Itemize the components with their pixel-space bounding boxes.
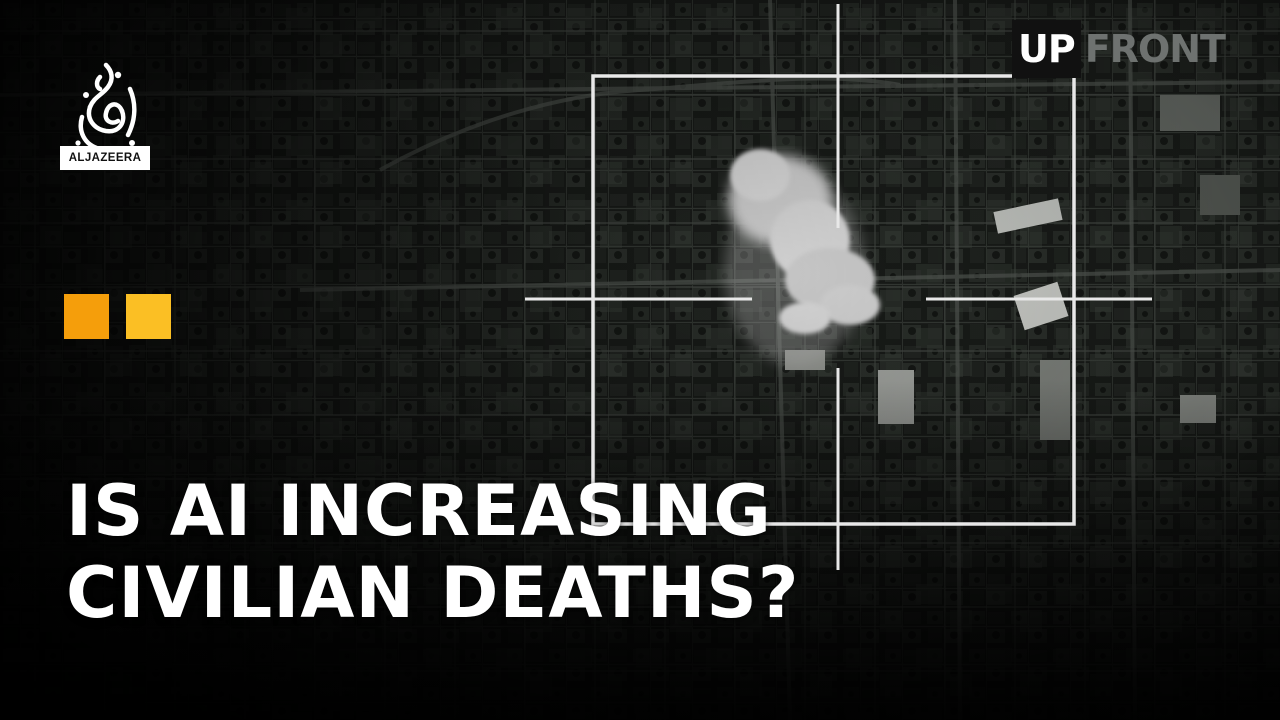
al-jazeera-wordmark: ALJAZEERA (60, 146, 150, 170)
target-crosshair (525, 4, 1152, 570)
upfront-badge: UP FRONT (1012, 20, 1226, 78)
headline-line-2: CIVILIAN DEATHS? (66, 552, 800, 634)
headline: IS AI INCREASING CIVILIAN DEATHS? (66, 470, 799, 634)
orange-square-right (126, 294, 171, 339)
badge-up: UP (1012, 20, 1081, 78)
badge-front: FRONT (1084, 27, 1226, 71)
orange-square-left (64, 294, 109, 339)
headline-line-1: IS AI INCREASING (66, 470, 772, 552)
